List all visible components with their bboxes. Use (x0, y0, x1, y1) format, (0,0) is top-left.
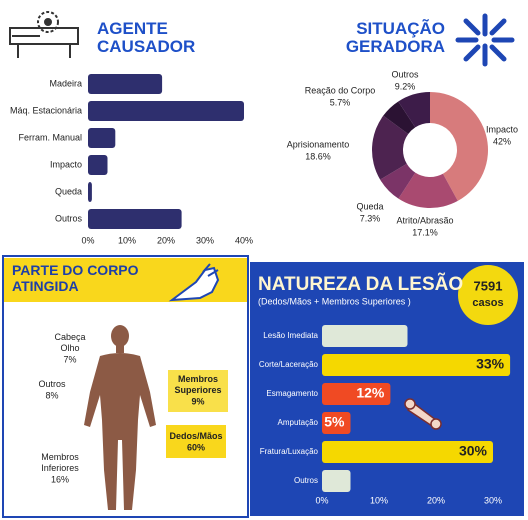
label-box (168, 370, 228, 412)
y-tick-label: Lesão Imediata (263, 331, 318, 340)
y-tick-label: Esmagamento (266, 389, 318, 398)
x-tick-label: 10% (370, 495, 388, 505)
data-label: 9% (191, 396, 204, 406)
data-label: 5% (324, 414, 345, 430)
bar (88, 74, 163, 94)
y-tick-label: Ferram. Manual (18, 132, 82, 142)
data-label: 8% (45, 390, 58, 400)
pie-slice (398, 92, 430, 128)
bar (88, 209, 182, 229)
y-tick-label: Outros (55, 213, 83, 223)
label-box (166, 425, 226, 458)
data-label: 9.2% (395, 81, 416, 91)
body-part-label: Cabeça Olho (54, 332, 85, 353)
chart-title: AGENTE CAUSADOR (97, 19, 195, 56)
chart-title: SITUAÇÃO GERADORA (346, 18, 445, 56)
y-tick-label: Máq. Estacionária (10, 105, 82, 115)
data-label: 17.1% (412, 227, 438, 237)
data-label: 60% (187, 442, 205, 452)
slice-label: Aprisionamento (287, 139, 350, 149)
data-label: 12% (356, 385, 385, 401)
y-tick-label: Corte/Laceração (259, 360, 319, 369)
data-label: 33% (476, 356, 505, 372)
bar (322, 470, 351, 492)
pie-slice (372, 115, 409, 180)
bar (88, 155, 108, 175)
slice-label: Atrito/Abrasão (396, 215, 453, 225)
bar (88, 128, 116, 148)
data-label: 16% (51, 474, 69, 484)
body-figure (84, 325, 156, 510)
data-label: 18.6% (305, 151, 331, 161)
body-part-label: Dedos/Mãos (169, 431, 222, 441)
data-label: 30% (459, 443, 488, 459)
data-label: 42% (493, 136, 511, 146)
badge-text: casos (472, 297, 503, 309)
y-tick-label: Impacto (50, 159, 82, 169)
x-tick-label: 20% (157, 235, 175, 245)
bar (322, 383, 391, 405)
data-label: 7% (63, 354, 76, 364)
body-part-label: Membros Superiores (174, 374, 221, 395)
arrows-icon (455, 13, 515, 67)
slice-label: Reação do Corpo (305, 85, 376, 95)
bar (322, 354, 511, 376)
y-tick-label: Queda (55, 186, 82, 196)
saw-icon (9, 11, 79, 58)
x-tick-label: 0% (81, 235, 94, 245)
pie-slice (398, 172, 458, 208)
body-part-label: Outros (38, 379, 66, 389)
x-tick-label: 20% (427, 495, 445, 505)
y-tick-label: Madeira (49, 78, 82, 88)
pie-slice (383, 101, 416, 135)
y-tick-label: Outros (294, 476, 318, 485)
bar (322, 441, 493, 463)
bar (88, 101, 244, 121)
bar (322, 325, 408, 347)
data-label: 5.7% (330, 97, 351, 107)
y-tick-label: Amputação (278, 418, 319, 427)
y-tick-label: Fratura/Luxação (260, 447, 319, 456)
pie-slice (430, 92, 488, 201)
slice-label: Queda (356, 201, 383, 211)
x-tick-label: 40% (235, 235, 253, 245)
slice-label: Impacto (486, 124, 518, 134)
hand-icon (168, 263, 220, 302)
bar (322, 412, 351, 434)
bar (88, 182, 92, 202)
chart-title: PARTE DO CORPO ATINGIDA (12, 262, 139, 294)
slice-label: Outros (391, 69, 419, 79)
x-tick-label: 30% (484, 495, 502, 505)
chart-subtitle: (Dedos/Mãos + Membros Superiores ) (258, 296, 411, 306)
chart-title: NATUREZA DA LESÃO (258, 273, 463, 295)
bone-icon (404, 398, 442, 430)
body-part-label: Membros Inferiores (41, 452, 79, 473)
x-tick-label: 30% (196, 235, 214, 245)
pie-slice (380, 163, 416, 199)
badge-text: 7591 (474, 278, 503, 293)
x-tick-label: 10% (118, 235, 136, 245)
badge (458, 265, 518, 325)
x-tick-label: 0% (315, 495, 328, 505)
data-label: 7.3% (360, 213, 381, 223)
